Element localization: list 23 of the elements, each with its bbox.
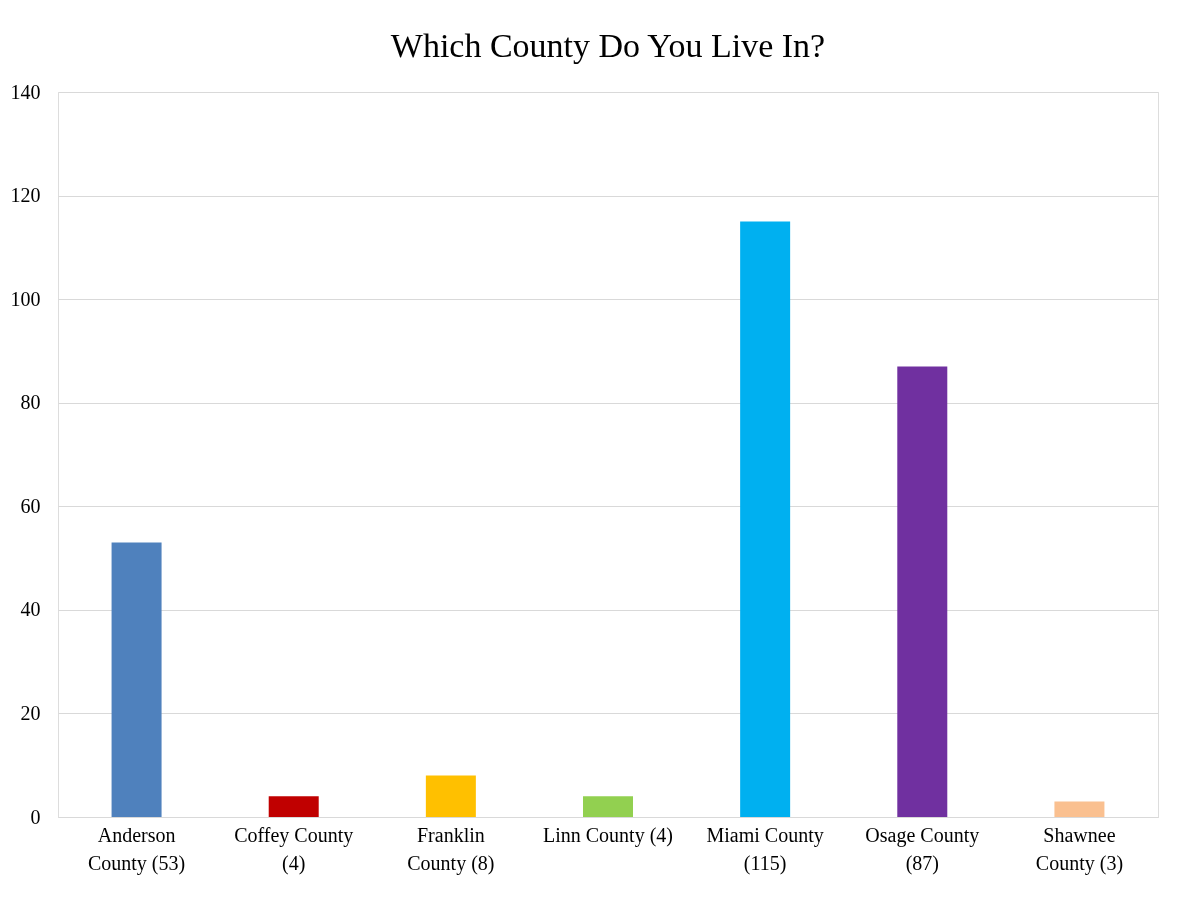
y-tick-label: 60 <box>20 494 41 517</box>
bar <box>425 775 476 817</box>
x-tick-label: Franklin County (8) <box>407 823 495 875</box>
bar <box>897 366 948 817</box>
y-tick-label: 0 <box>30 805 41 828</box>
y-tick-label: 100 <box>10 287 41 310</box>
x-tick-label: Osage County (87) <box>865 823 980 875</box>
bar <box>583 796 633 817</box>
y-tick-label: 40 <box>20 598 41 621</box>
y-tick-label: 120 <box>10 184 41 207</box>
x-tick-label: Linn County (4) <box>543 823 673 847</box>
bar <box>111 542 162 817</box>
y-tick-label: 20 <box>20 701 41 724</box>
y-tick-label: 80 <box>20 391 41 414</box>
x-tick-label: Miami County (115) <box>706 823 824 875</box>
y-tick-label: 140 <box>10 80 41 103</box>
x-tick-label: Anderson County (53) <box>87 823 186 875</box>
chart-title: Which County Do You Live In? <box>390 27 826 64</box>
bar <box>1054 801 1105 817</box>
x-tick-label: Coffey County (4) <box>234 823 354 875</box>
bar <box>740 221 791 817</box>
x-tick-label: Shawnee County (3) <box>1035 823 1124 875</box>
bar <box>268 796 319 817</box>
